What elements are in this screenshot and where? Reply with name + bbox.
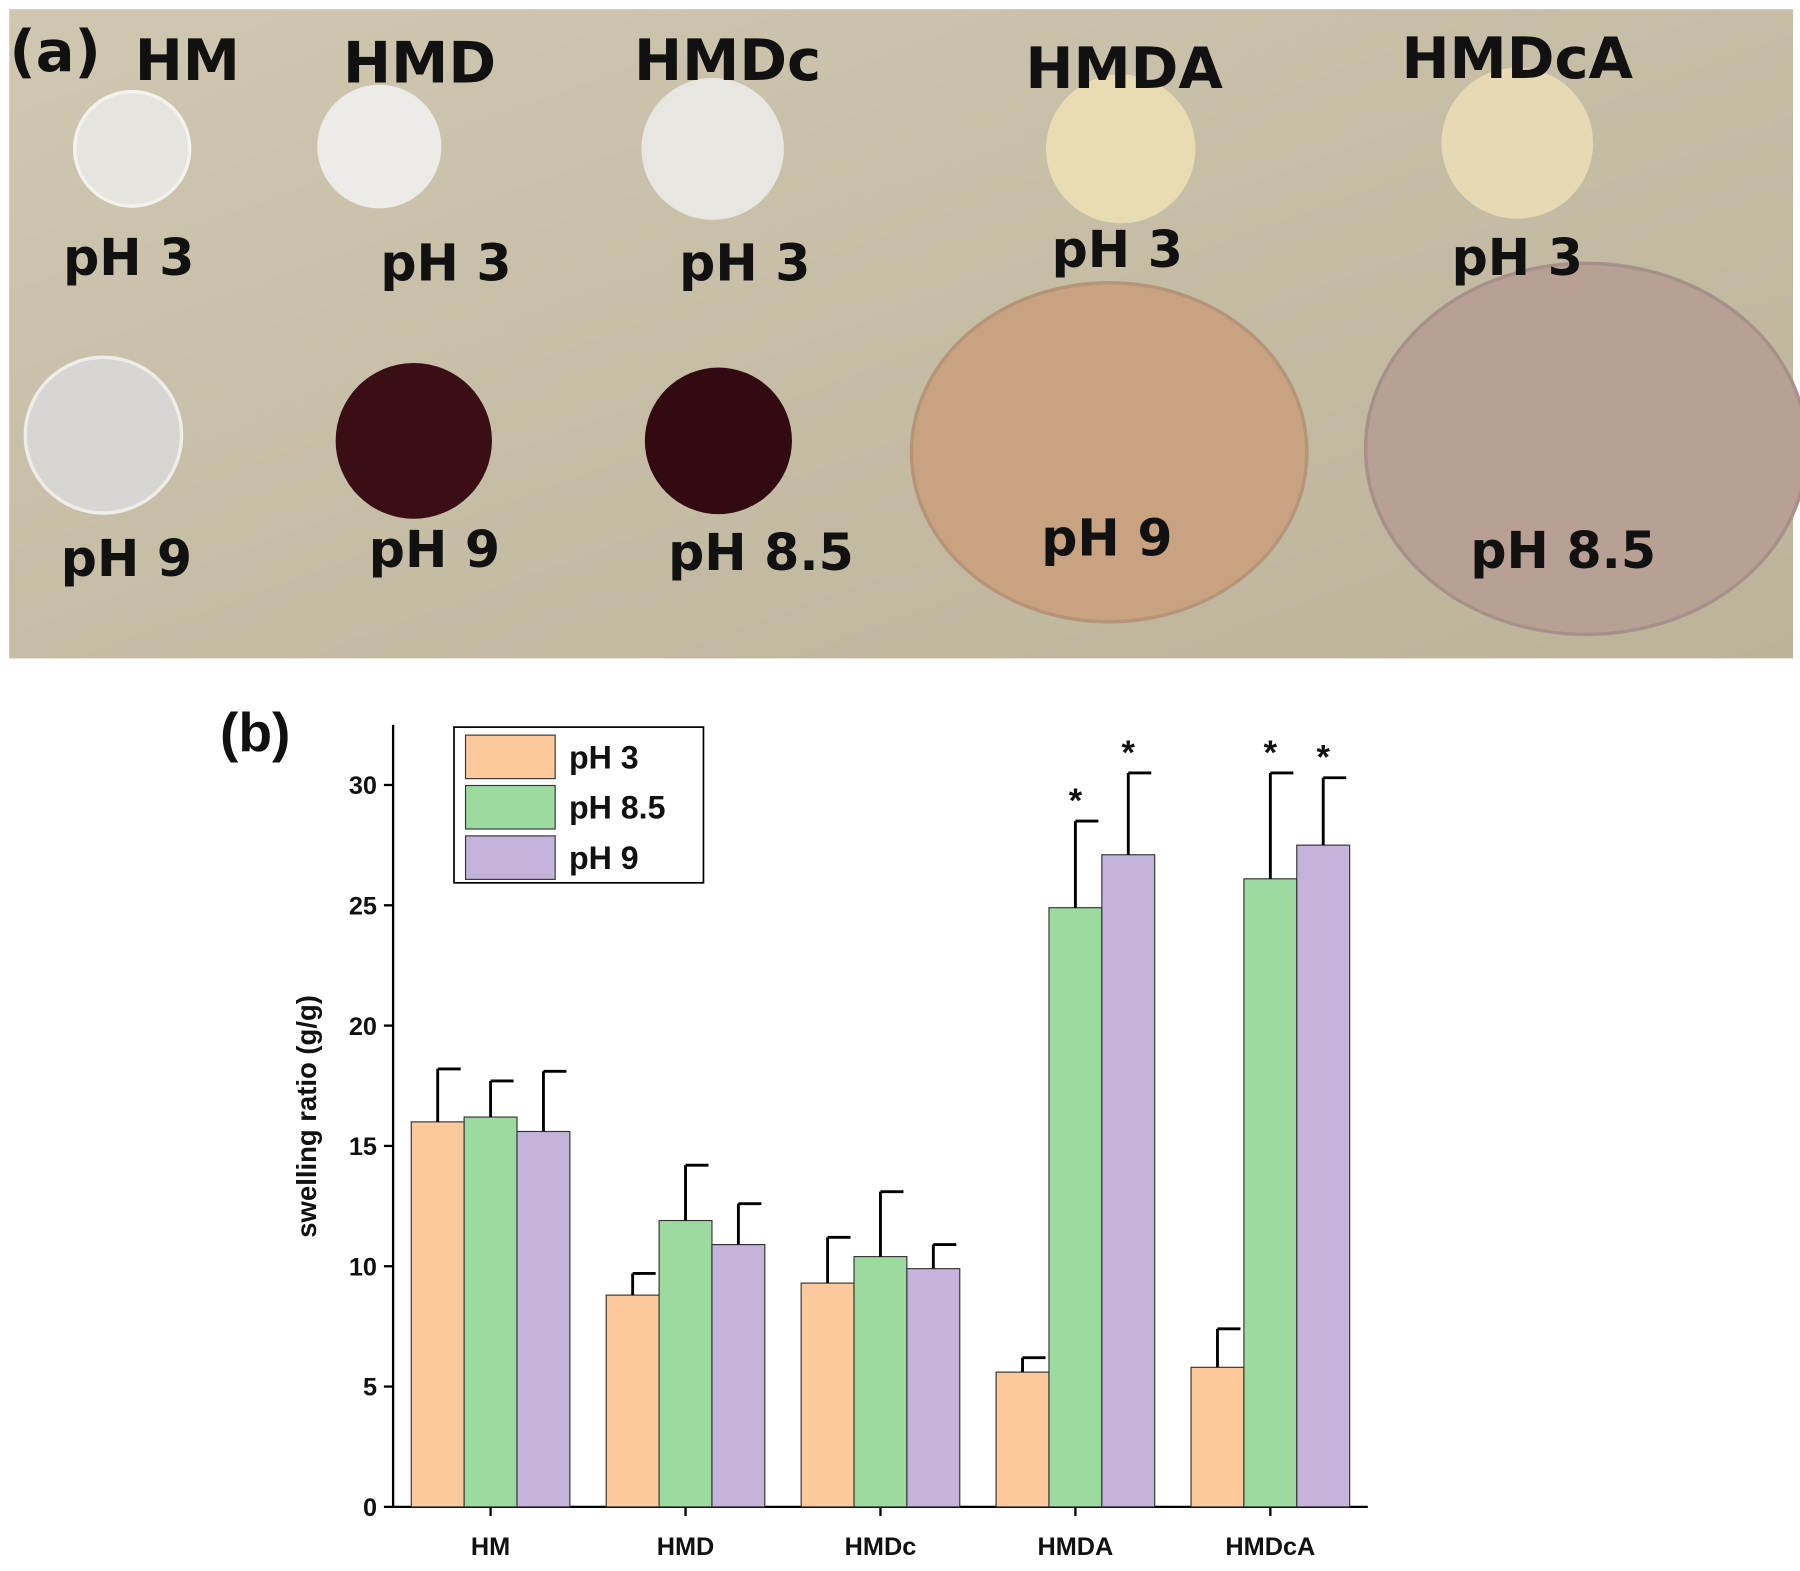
legend-label: pH 9 bbox=[569, 840, 639, 876]
y-axis-label: swelling ratio (g/g) bbox=[291, 995, 322, 1238]
condition-label: pH 8.5 bbox=[668, 523, 854, 582]
sample-label: HM bbox=[135, 27, 240, 94]
gel bbox=[317, 84, 442, 209]
sample-label: HMDA bbox=[1025, 35, 1223, 102]
sample-label: HMD bbox=[343, 30, 496, 97]
bar bbox=[1101, 854, 1156, 1508]
sample-label: HMDc bbox=[634, 27, 821, 94]
gel bbox=[644, 367, 792, 515]
legend-label: pH 8.5 bbox=[569, 790, 666, 826]
significance-marker: * bbox=[1069, 782, 1083, 820]
x-tick-label: HMDA bbox=[1038, 1533, 1114, 1561]
gel bbox=[72, 89, 192, 208]
y-tick-label: 15 bbox=[349, 1133, 377, 1161]
bar bbox=[1296, 844, 1351, 1508]
photo-panel: (a) HM HMD HMDc HMDA HMDcA pH 3 pH 3 pH 3 pH 3 pH… bbox=[9, 9, 1800, 659]
x-tick-label: HMD bbox=[657, 1533, 715, 1561]
bar bbox=[1243, 878, 1298, 1508]
significance-marker: * bbox=[1317, 739, 1331, 777]
panel-label: (b) bbox=[220, 701, 290, 763]
gel bbox=[641, 77, 784, 220]
y-tick-label: 20 bbox=[349, 1013, 377, 1041]
condition-label: pH 9 bbox=[61, 529, 192, 588]
condition-label: pH 3 bbox=[380, 234, 511, 293]
gel bbox=[23, 355, 184, 515]
y-tick-label: 10 bbox=[349, 1253, 377, 1281]
y-tick-label: 0 bbox=[363, 1494, 377, 1522]
condition-label: pH 3 bbox=[679, 234, 810, 293]
bar bbox=[605, 1294, 660, 1508]
panel-label: (a) bbox=[10, 18, 101, 85]
condition-label: pH 9 bbox=[369, 520, 500, 579]
chart-panel: (b) swelling ratio (g/g) 0 5 10 15 20 25 30 HM H… bbox=[220, 701, 1368, 1561]
bar bbox=[463, 1116, 518, 1508]
gel bbox=[1363, 261, 1800, 637]
bar bbox=[1190, 1366, 1245, 1508]
bar bbox=[516, 1130, 571, 1508]
bar bbox=[800, 1282, 855, 1508]
legend-swatch bbox=[464, 835, 556, 880]
sample-label: HMDcA bbox=[1401, 25, 1633, 92]
condition-label: pH 3 bbox=[1452, 228, 1583, 287]
y-tick-label: 30 bbox=[349, 772, 377, 800]
gel bbox=[335, 362, 492, 519]
condition-label: pH 3 bbox=[63, 228, 194, 287]
gel bbox=[1045, 74, 1196, 224]
significance-marker: * bbox=[1264, 734, 1278, 772]
condition-label: pH 3 bbox=[1052, 220, 1183, 279]
condition-label: pH 8.5 bbox=[1470, 521, 1656, 580]
gel bbox=[909, 281, 1309, 624]
condition-label: pH 9 bbox=[1041, 508, 1172, 567]
x-tick-label: HMDcA bbox=[1225, 1533, 1315, 1561]
gel bbox=[1441, 67, 1594, 219]
legend-swatch bbox=[464, 784, 556, 830]
bar bbox=[1048, 907, 1103, 1508]
bar bbox=[410, 1121, 465, 1508]
y-tick-label: 5 bbox=[363, 1374, 377, 1402]
significance-marker: * bbox=[1122, 734, 1136, 772]
bar bbox=[995, 1371, 1050, 1508]
x-tick-label: HM bbox=[471, 1533, 510, 1561]
y-tick-label: 25 bbox=[349, 892, 377, 920]
bar bbox=[711, 1244, 766, 1508]
x-tick-label: HMDc bbox=[845, 1533, 917, 1561]
legend-swatch bbox=[464, 734, 556, 780]
bar bbox=[658, 1219, 713, 1508]
legend-label: pH 3 bbox=[569, 739, 639, 775]
bar bbox=[906, 1268, 961, 1508]
bar bbox=[853, 1256, 908, 1508]
